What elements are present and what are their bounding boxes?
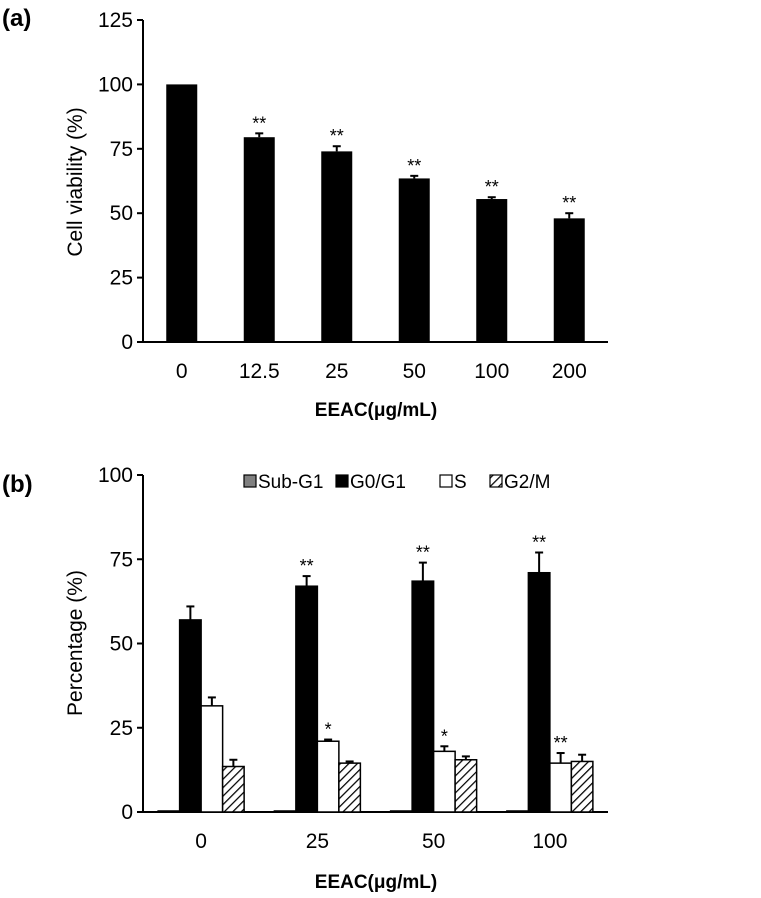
legend-swatch — [439, 474, 453, 488]
chart-b-xlabel: EEAC(μg/mL) — [315, 872, 437, 893]
chart-b-y-tick-label: 25 — [110, 717, 133, 740]
chart-b-bar-g0-g1 — [527, 571, 551, 813]
chart-a-x-tick-label: 100 — [474, 360, 509, 383]
chart-a-significance: ** — [252, 113, 266, 133]
chart-a: 0 25 50 75 100 125 0 ** 12.5 ** 25 ** 50 ** 100 ** 200 — [98, 9, 608, 383]
chart-a-x-tick-label: 0 — [176, 360, 188, 383]
chart-b-significance: ** — [532, 533, 546, 553]
legend-swatch — [335, 474, 349, 488]
chart-b-x-tick-label: 25 — [306, 830, 329, 853]
chart-a-y-tick-label: 25 — [110, 267, 133, 290]
legend-label: G2/M — [504, 472, 550, 493]
chart-a-ylabel: Cell viability (%) — [64, 107, 87, 256]
chart-b-bar-g0-g1 — [178, 619, 202, 813]
chart-a-significance: ** — [407, 156, 421, 176]
chart-b-significance: * — [325, 720, 332, 740]
chart-a-y-tick-label: 0 — [121, 331, 133, 354]
chart-b-bar-g2-m — [454, 759, 478, 813]
chart-b-significance: ** — [416, 543, 430, 563]
chart-b-bar-sub-g1 — [157, 810, 181, 813]
chart-a-significance: ** — [330, 126, 344, 146]
chart-b-x-tick-label: 0 — [195, 830, 207, 853]
chart-b-bar-s — [200, 705, 224, 813]
chart-b-bar-sub-g1 — [273, 810, 297, 813]
legend-swatch — [489, 474, 503, 488]
legend-label: S — [454, 472, 467, 493]
chart-b-bar-g0-g1 — [295, 585, 319, 813]
chart-a-y-tick-label: 125 — [98, 9, 133, 32]
chart-b-y-tick-label: 50 — [110, 633, 133, 656]
chart-b-bar-s — [549, 762, 573, 813]
legend-label: Sub-G1 — [258, 472, 323, 493]
chart-b-y-tick-label: 0 — [121, 801, 133, 824]
chart-b-significance: * — [441, 726, 448, 746]
chart-a-y-tick-label: 100 — [98, 73, 133, 96]
chart-b-bar-s — [432, 750, 456, 813]
chart-b-x-tick-label: 100 — [532, 830, 567, 853]
chart-a-significance: ** — [485, 177, 499, 197]
chart-a-x-tick-label: 25 — [325, 360, 348, 383]
chart-a-bar — [166, 84, 198, 343]
chart-b-bar-g0-g1 — [411, 580, 435, 813]
legend-swatch — [243, 474, 257, 488]
chart-a-y-tick-label: 75 — [110, 138, 133, 161]
chart-a-bar — [553, 218, 585, 342]
chart-b-bar-sub-g1 — [389, 810, 413, 813]
chart-a-bar — [243, 137, 275, 342]
chart-a-significance: ** — [562, 193, 576, 213]
chart-a-x-tick-label: 50 — [403, 360, 426, 383]
chart-b-y-tick-label: 75 — [110, 548, 133, 571]
chart-b-bar-s — [316, 740, 340, 813]
chart-b-x-tick-label: 50 — [422, 830, 445, 853]
chart-b-bar-g2-m — [338, 762, 362, 813]
chart-b-ylabel: Percentage (%) — [64, 570, 87, 716]
legend-label: G0/G1 — [350, 472, 406, 493]
chart-a-y-tick-label: 50 — [110, 202, 133, 225]
chart-a-x-tick-label: 200 — [552, 360, 587, 383]
chart-b-bar-sub-g1 — [506, 810, 530, 813]
chart-a-xlabel: EEAC(μg/mL) — [315, 400, 437, 421]
panel-b-label: (b) — [2, 471, 33, 498]
chart-b-bar-g2-m — [570, 760, 594, 813]
chart-a-x-tick-label: 12.5 — [239, 360, 280, 383]
chart-b-significance: ** — [300, 556, 314, 576]
chart-b-bar-g2-m — [221, 765, 245, 813]
chart-a-bar — [321, 151, 353, 342]
chart-a-bar — [398, 178, 430, 342]
panel-a-label: (a) — [2, 5, 31, 32]
chart-b-y-tick-label: 100 — [98, 464, 133, 487]
chart-b-significance: ** — [554, 733, 568, 753]
chart-a-bar — [476, 199, 508, 342]
